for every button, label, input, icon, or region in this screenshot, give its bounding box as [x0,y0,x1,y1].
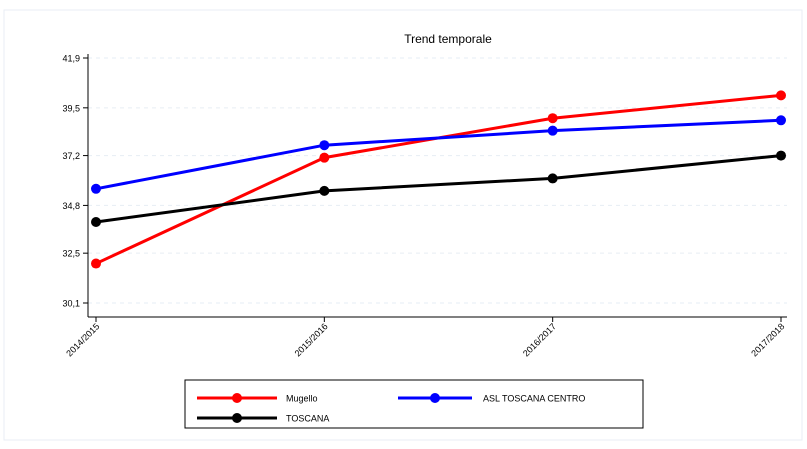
data-point [319,140,330,151]
legend-marker [430,393,440,403]
data-point [776,115,786,126]
y-tick-label: 32,5 [62,249,80,259]
data-point [547,125,558,136]
legend-marker [232,413,242,423]
y-tick-label: 30,1 [62,299,80,309]
data-point [91,258,101,269]
y-tick-label: 37,2 [62,151,80,161]
y-tick-label: 39,5 [62,103,80,113]
series-line [95,118,782,191]
series-line [95,154,782,224]
legend-box [184,379,644,429]
data-point [91,183,101,194]
legend: Mugello ASL TOSCANA CENTRO TOSCANA [184,379,644,429]
data-point [319,152,330,163]
data-point [547,113,558,124]
legend-label: ASL TOSCANA CENTRO [483,394,585,404]
chart-frame [3,9,803,441]
legend-label: Mugello [286,394,318,404]
series-layer [91,90,786,269]
y-tick-label: 41,9 [62,54,80,64]
legend-marker [232,393,242,403]
data-point [547,173,558,184]
y-tick-label: 34,8 [62,201,80,211]
chart-title: Trend temporale [404,32,492,46]
data-point [91,217,101,228]
legend-label: TOSCANA [286,414,329,424]
data-point [776,150,786,161]
data-point [776,90,786,101]
data-point [319,185,330,196]
